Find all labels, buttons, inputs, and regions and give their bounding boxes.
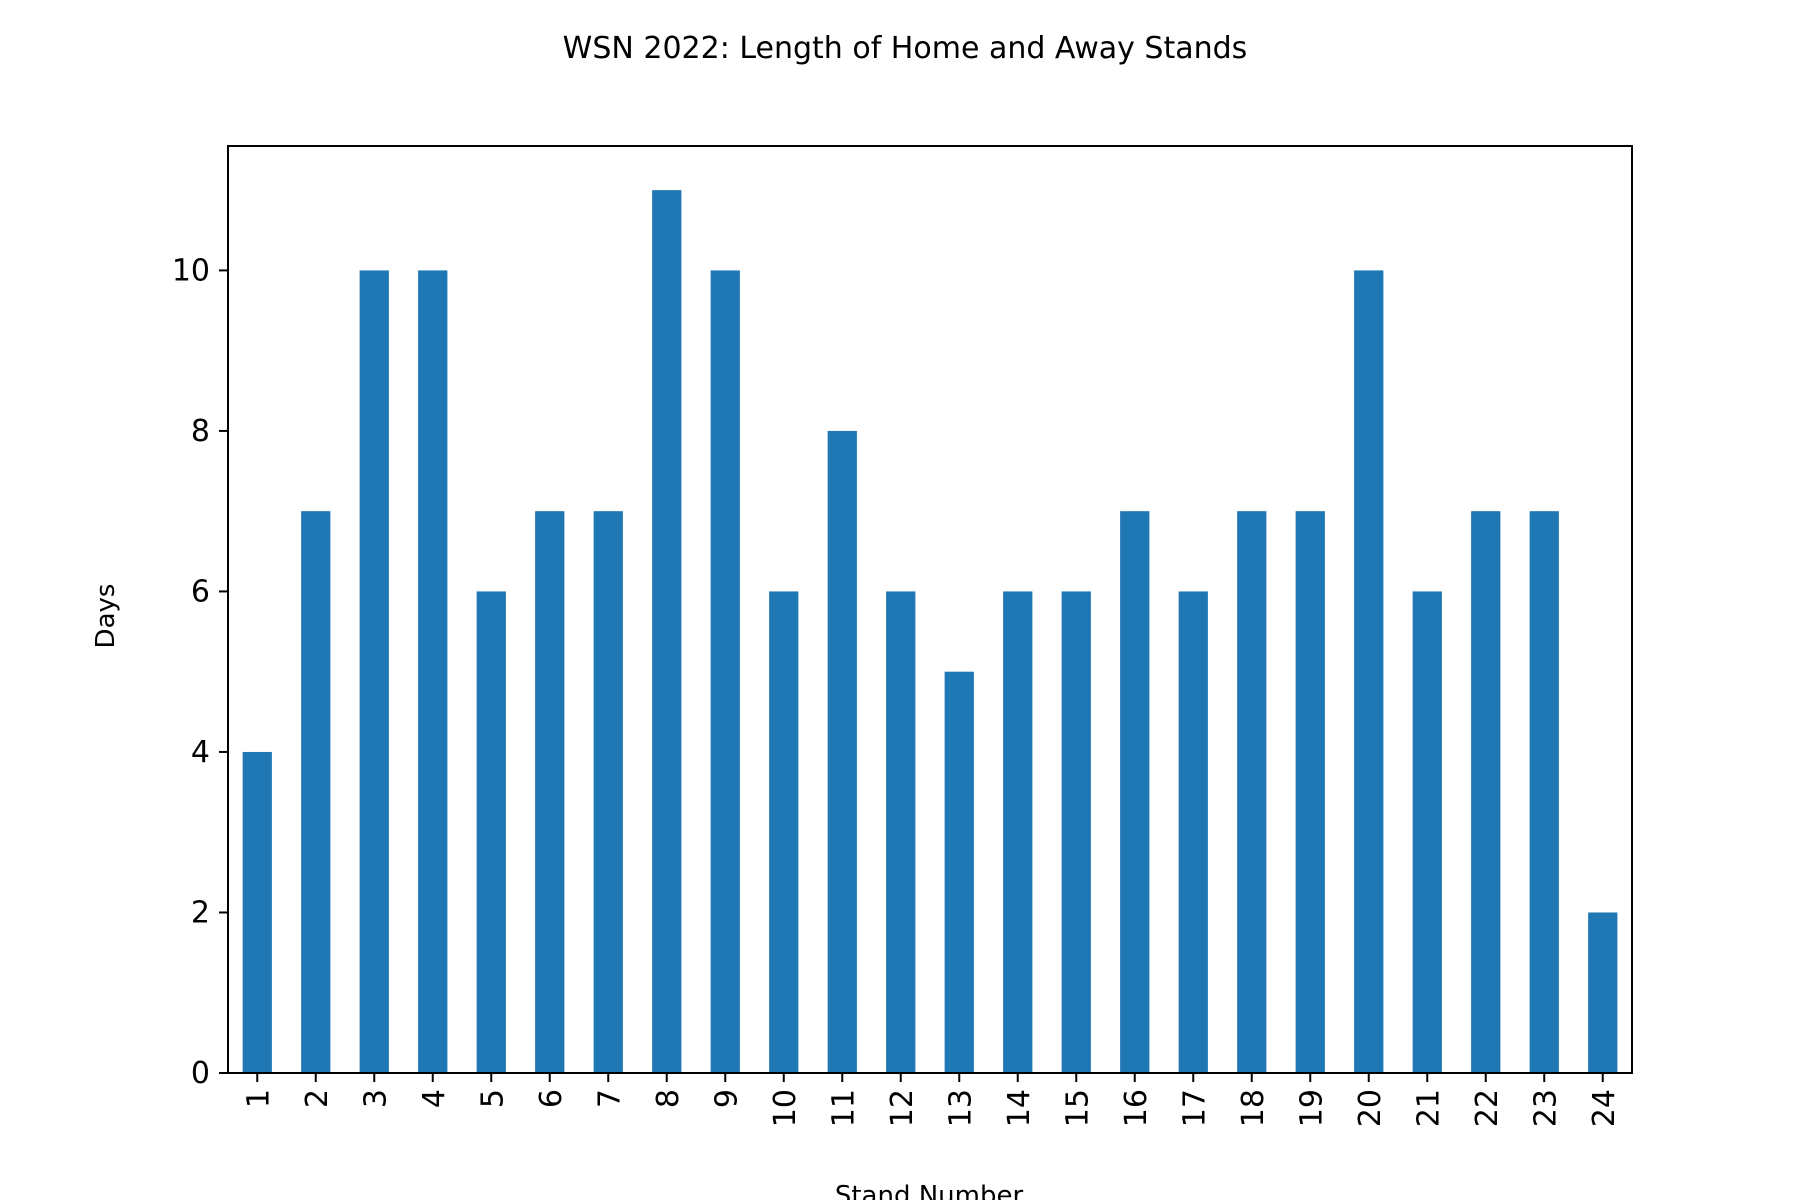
x-axis-label: Stand Number: [835, 1181, 1024, 1200]
bar-7: [593, 511, 623, 1073]
chart-title: WSN 2022: Length of Home and Away Stands: [563, 31, 1248, 66]
x-tick-label-14: 14: [1002, 1089, 1037, 1127]
x-tick-label-8: 8: [651, 1089, 686, 1108]
x-tick-label-1: 1: [241, 1089, 276, 1108]
bar-16: [1120, 511, 1150, 1073]
bar-6: [535, 511, 565, 1073]
y-tick-label-4: 4: [191, 735, 210, 770]
bar-4: [418, 270, 448, 1073]
y-tick-label-8: 8: [191, 414, 210, 449]
x-tick-label-2: 2: [300, 1089, 335, 1108]
bars-layer: [242, 190, 1618, 1073]
x-tick-label-18: 18: [1236, 1089, 1271, 1127]
x-tick-label-12: 12: [885, 1089, 920, 1127]
plot-frame: [227, 145, 1633, 1074]
bar-19: [1295, 511, 1325, 1073]
y-tick-label-2: 2: [191, 895, 210, 930]
x-tick-label-15: 15: [1060, 1089, 1095, 1127]
bar-23: [1529, 511, 1559, 1073]
x-tick-label-9: 9: [709, 1089, 744, 1108]
bar-8: [652, 190, 682, 1073]
bar-21: [1412, 591, 1442, 1073]
x-tick-label-20: 20: [1353, 1089, 1388, 1127]
x-tick-label-11: 11: [826, 1089, 861, 1127]
bar-14: [1003, 591, 1033, 1073]
y-tick-label-10: 10: [172, 253, 210, 288]
x-tick-label-3: 3: [358, 1089, 393, 1108]
x-tick-label-10: 10: [768, 1089, 803, 1127]
bar-18: [1237, 511, 1267, 1073]
bar-2: [301, 511, 331, 1073]
x-tick-label-24: 24: [1587, 1089, 1622, 1127]
bar-1: [242, 751, 272, 1073]
bar-10: [769, 591, 799, 1073]
x-tick-label-6: 6: [534, 1089, 569, 1108]
x-tick-label-4: 4: [417, 1089, 452, 1108]
x-tick-label-5: 5: [475, 1089, 510, 1108]
bar-15: [1061, 591, 1091, 1073]
bar-22: [1471, 511, 1501, 1073]
x-tick-label-13: 13: [943, 1089, 978, 1127]
bar-5: [476, 591, 506, 1073]
x-tick-label-17: 17: [1177, 1089, 1212, 1127]
bar-24: [1588, 912, 1618, 1073]
x-tick-label-7: 7: [592, 1089, 627, 1108]
y-tick-label-0: 0: [191, 1056, 210, 1091]
bar-9: [710, 270, 740, 1073]
bar-13: [944, 671, 974, 1073]
bar-17: [1178, 591, 1208, 1073]
x-tick-label-19: 19: [1294, 1089, 1329, 1127]
bar-20: [1354, 270, 1384, 1073]
x-tick-label-21: 21: [1411, 1089, 1446, 1127]
x-tick-label-23: 23: [1528, 1089, 1563, 1127]
x-tick-label-16: 16: [1119, 1089, 1154, 1127]
x-tick-label-22: 22: [1470, 1089, 1505, 1127]
axes-layer: [227, 145, 1633, 1074]
bar-12: [886, 591, 916, 1073]
y-axis-label: Days: [91, 584, 121, 649]
bar-3: [359, 270, 389, 1073]
bar-11: [827, 430, 857, 1073]
y-tick-label-6: 6: [191, 574, 210, 609]
